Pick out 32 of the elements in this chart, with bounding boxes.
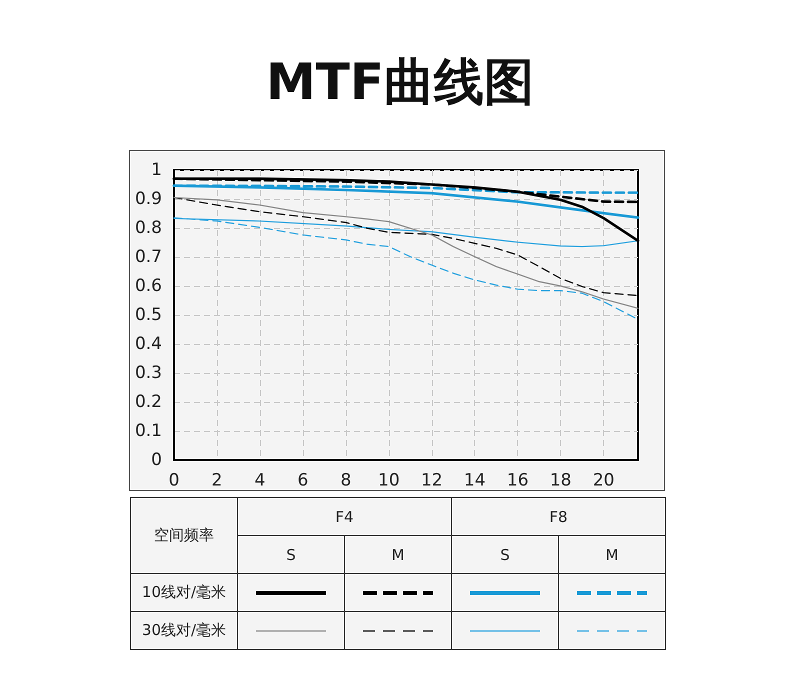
- y-tick-label: 0.2: [134, 392, 162, 412]
- x-tick-label: 8: [340, 470, 352, 490]
- chart-title: MTF曲线图: [266, 53, 534, 111]
- y-tick-label: 0.1: [134, 421, 162, 441]
- text: 30线对/毫米: [130, 612, 238, 650]
- x-tick-label: 0: [168, 470, 180, 490]
- text: M: [558, 536, 666, 574]
- x-tick-label: 12: [420, 470, 443, 490]
- y-tick-label: 0.7: [134, 247, 162, 267]
- y-tick-label: 0.8: [134, 218, 162, 238]
- text: 10线对/毫米: [130, 574, 238, 612]
- x-tick-label: 16: [506, 470, 529, 490]
- y-tick-label: 0: [151, 450, 162, 470]
- text: M: [344, 536, 452, 574]
- x-tick-label: 6: [297, 470, 308, 490]
- x-tick-label: 18: [550, 470, 572, 490]
- text: 空间频率: [130, 498, 238, 574]
- y-tick-label: 1: [151, 160, 162, 180]
- y-tick-label: 0.4: [134, 334, 162, 354]
- y-tick-label: 0.6: [134, 276, 162, 296]
- text: S: [238, 536, 344, 574]
- text: F4: [238, 498, 452, 536]
- text: S: [452, 536, 558, 574]
- y-tick-label: 0.5: [134, 305, 162, 325]
- text: F8: [452, 498, 666, 536]
- x-tick-label: 4: [254, 470, 266, 490]
- y-tick-label: 0.9: [134, 189, 162, 209]
- y-tick-label: 0.3: [134, 363, 162, 383]
- x-tick-label: 10: [378, 470, 400, 490]
- x-tick-label: 2: [212, 470, 222, 490]
- x-tick-label: 14: [464, 470, 486, 490]
- x-tick-label: 20: [592, 470, 614, 490]
